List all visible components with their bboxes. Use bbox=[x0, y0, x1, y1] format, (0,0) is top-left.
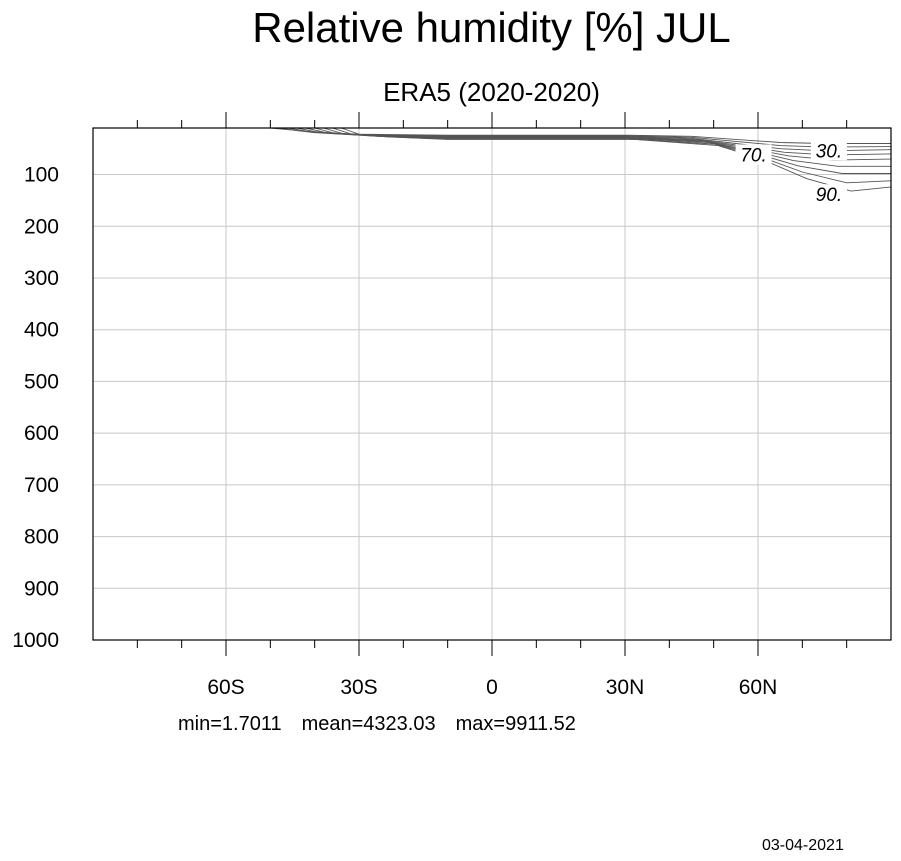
contour-line bbox=[314, 127, 891, 167]
stat-min: min=1.7011 bbox=[178, 713, 282, 735]
stat-mean: mean=4323.03 bbox=[301, 713, 436, 735]
x-tick-label: 60N bbox=[739, 676, 778, 699]
stats-line: min=1.7011 mean=4323.03 max=9911.52 bbox=[178, 712, 596, 736]
y-tick-label: 800 bbox=[24, 526, 59, 549]
y-tick-label: 300 bbox=[24, 267, 59, 290]
y-tick-label: 100 bbox=[24, 164, 59, 187]
contour-line bbox=[296, 127, 892, 156]
stat-max: max=9911.52 bbox=[455, 713, 576, 735]
plot-frame bbox=[92, 127, 892, 641]
y-tick-label: 500 bbox=[24, 370, 59, 393]
contour-label: 30. bbox=[816, 141, 842, 162]
chart-subtitle: ERA5 (2020-2020) bbox=[383, 77, 600, 107]
contour-label: 70. bbox=[740, 145, 766, 166]
x-tick-label: 0 bbox=[486, 676, 498, 699]
chart-title: Relative humidity [%] JUL bbox=[252, 4, 731, 51]
creation-date: 03-04-2021 bbox=[762, 837, 844, 854]
contour-label-bg bbox=[810, 184, 847, 205]
x-tick-label: 30S bbox=[340, 676, 377, 699]
y-tick-label: 400 bbox=[24, 319, 59, 342]
y-tick-label: 900 bbox=[24, 577, 59, 600]
contour-label: 90. bbox=[816, 185, 842, 206]
x-tick-label: 30N bbox=[606, 676, 645, 699]
y-tick-label: 200 bbox=[24, 215, 59, 238]
y-tick-label: 600 bbox=[24, 422, 59, 445]
y-tick-label: 700 bbox=[24, 474, 59, 497]
contour-line bbox=[341, 127, 892, 192]
y-tick-label: 1000 bbox=[12, 629, 59, 652]
contour-label-bg bbox=[810, 140, 847, 161]
contour-label-bg bbox=[735, 144, 772, 165]
x-tick-label: 60S bbox=[207, 676, 244, 699]
contour-line bbox=[305, 127, 892, 161]
